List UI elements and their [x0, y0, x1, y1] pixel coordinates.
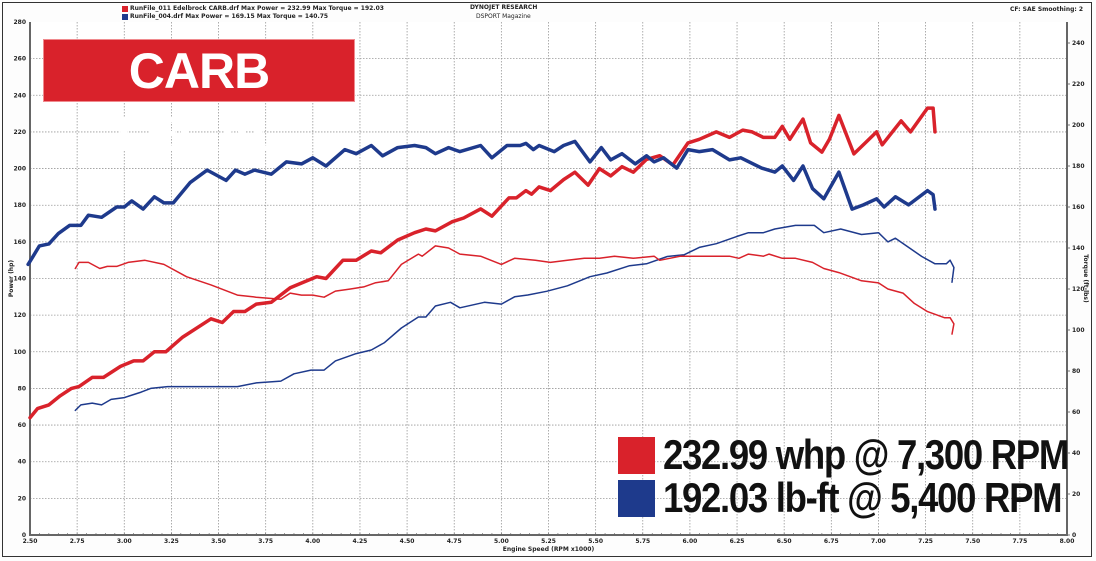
x-tick-label: 3.25 [164, 538, 179, 545]
y-left-tick-label: 40 [18, 459, 26, 466]
legend-entry-run-011: RunFile_011 Edelbrock CARB.drf Max Power… [130, 5, 384, 12]
carb-legal-badge: CARB LEGAL [43, 39, 355, 162]
y-right-axis-label: Torque (ft-lbs) [1082, 254, 1089, 303]
y-left-tick-label: 120 [13, 312, 26, 319]
x-tick-label: 4.75 [447, 538, 462, 545]
x-tick-label: 5.75 [635, 538, 650, 545]
y-right-tick-label: 40 [1072, 450, 1080, 457]
y-left-tick-label: 60 [18, 422, 26, 429]
x-tick-label: 3.75 [258, 538, 273, 545]
caption-power: 232.99 whp @ 7,300 RPM [618, 431, 1069, 478]
x-tick-label: 3.00 [117, 538, 132, 545]
x-tick-label: 5.00 [494, 538, 509, 545]
y-right-tick-label: 0 [1072, 532, 1076, 539]
chart-title: DYNOJET RESEARCH [470, 4, 538, 11]
caption-torque: 192.03 lb-ft @ 5,400 RPM [618, 474, 1063, 521]
x-tick-label: 2.75 [70, 538, 85, 545]
y-right-tick-label: 240 [1072, 40, 1085, 47]
caption-torque-swatch [618, 480, 655, 517]
y-right-tick-label: 200 [1072, 122, 1085, 129]
x-tick-label: 6.00 [683, 538, 698, 545]
x-tick-label: 4.00 [305, 538, 320, 545]
x-tick-label: 7.75 [1012, 538, 1027, 545]
y-right-tick-label: 140 [1072, 245, 1085, 252]
series-line-run0-torque [26, 139, 937, 267]
x-tick-label: 2.50 [23, 538, 38, 545]
x-tick-label: 4.25 [353, 538, 368, 545]
y-right-tick-label: 80 [1072, 368, 1080, 375]
x-tick-label: 7.50 [965, 538, 980, 545]
x-tick-label: 7.25 [918, 538, 933, 545]
y-right-tick-label: 220 [1072, 81, 1085, 88]
y-left-tick-label: 100 [13, 349, 26, 356]
y-right-tick-label: 100 [1072, 327, 1085, 334]
legend-entry-run-004: RunFile_004.drf Max Power = 169.15 Max T… [130, 13, 329, 20]
y-left-axis-label: Power (hp) [8, 260, 15, 297]
legend-swatch-run-011 [122, 6, 128, 12]
x-tick-label: 6.25 [730, 538, 745, 545]
caption-power-text: 232.99 whp @ 7,300 RPM [663, 431, 1069, 478]
series-line-run0-power [28, 106, 937, 420]
y-left-tick-label: 0 [22, 532, 26, 539]
y-left-tick-label: 260 [13, 56, 26, 63]
caption-power-swatch [618, 437, 655, 474]
series-line-run1-torque [74, 245, 955, 335]
y-left-tick-label: 220 [13, 129, 26, 136]
series-line-run1-power [74, 224, 955, 412]
settings-label: CF: SAE Smoothing: 2 [1010, 6, 1084, 13]
y-right-tick-label: 120 [1072, 286, 1085, 293]
x-tick-label: 6.75 [824, 538, 839, 545]
y-left-tick-label: 200 [13, 166, 26, 173]
x-tick-label: 7.00 [871, 538, 886, 545]
x-tick-label: 3.50 [211, 538, 226, 545]
y-left-tick-label: 140 [13, 276, 26, 283]
y-right-tick-label: 60 [1072, 409, 1080, 416]
y-left-tick-label: 280 [13, 19, 26, 26]
y-right-tick-label: 180 [1072, 163, 1085, 170]
legend-swatch-run-004 [122, 14, 128, 20]
x-tick-label: 5.50 [588, 538, 603, 545]
y-right-tick-label: 20 [1072, 491, 1080, 498]
y-left-tick-label: 20 [18, 495, 26, 502]
x-tick-label: 5.25 [541, 538, 556, 545]
y-left-tick-label: 240 [13, 92, 26, 99]
x-tick-label: 8.00 [1060, 538, 1075, 545]
caption-torque-text: 192.03 lb-ft @ 5,400 RPM [663, 474, 1063, 521]
y-left-tick-label: 180 [13, 202, 26, 209]
x-tick-label: 6.50 [777, 538, 792, 545]
y-left-tick-label: 160 [13, 239, 26, 246]
y-right-tick-label: 160 [1072, 204, 1085, 211]
plot-axes [29, 22, 1068, 536]
x-axis-label: Engine Speed (RPM x1000) [503, 546, 595, 553]
x-tick-label: 4.50 [400, 538, 415, 545]
chart-subtitle: DSPORT Magazine [476, 13, 531, 20]
y-left-tick-label: 80 [18, 385, 26, 392]
